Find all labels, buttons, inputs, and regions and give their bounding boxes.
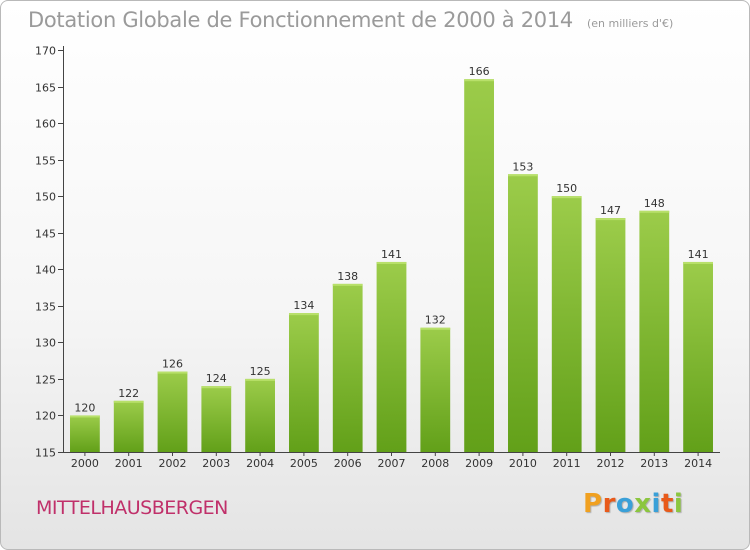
bar-2004 xyxy=(245,378,275,452)
x-tick-label-2002: 2002 xyxy=(159,457,187,470)
bar-top-highlight xyxy=(376,261,407,264)
x-tick-label-2000: 2000 xyxy=(71,457,99,470)
chart-title: Dotation Globale de Fonctionnement de 20… xyxy=(28,8,573,32)
bar-2007 xyxy=(376,261,407,452)
logo-letter: x xyxy=(634,489,652,519)
bar-2006 xyxy=(332,283,363,452)
bar-top-highlight xyxy=(508,174,538,177)
y-tick-label-150: 150 xyxy=(35,191,56,204)
proxiti-logo: Proxiti xyxy=(583,489,683,519)
bar-2010 xyxy=(508,174,538,452)
logo-letter: i xyxy=(651,489,661,519)
bar-2002 xyxy=(157,371,188,452)
bar-top-highlight xyxy=(113,400,144,403)
x-tick-label-2006: 2006 xyxy=(334,457,362,470)
bar-top-highlight xyxy=(464,79,494,82)
bar-2005 xyxy=(289,313,319,452)
y-tick-label-160: 160 xyxy=(35,118,56,131)
y-tick-label-170: 170 xyxy=(35,45,56,58)
chart-title-row: Dotation Globale de Fonctionnement de 20… xyxy=(28,8,673,32)
bar-top-highlight xyxy=(551,196,582,199)
data-label-2013: 148 xyxy=(644,197,665,210)
data-label-2008: 132 xyxy=(425,314,446,327)
bar-2014 xyxy=(683,261,713,452)
labels-layer: 120 2000 122 2001 126 2002 124 2003 125 2004 134 20… xyxy=(35,45,712,471)
bar-top-highlight xyxy=(332,283,363,286)
bar-2008 xyxy=(420,327,451,452)
data-label-2007: 141 xyxy=(381,248,402,261)
bar-2011 xyxy=(551,196,582,452)
bar-top-highlight xyxy=(157,371,188,374)
x-tick-label-2012: 2012 xyxy=(597,457,625,470)
data-label-2002: 126 xyxy=(162,358,183,371)
bar-2009 xyxy=(464,79,494,453)
y-tick-label-140: 140 xyxy=(35,264,56,277)
logo-letter: t xyxy=(660,489,674,519)
data-label-2004: 125 xyxy=(250,365,271,378)
bar-2001 xyxy=(113,400,144,452)
bar-top-highlight xyxy=(683,261,713,264)
x-tick-label-2001: 2001 xyxy=(115,457,143,470)
logo-letter: o xyxy=(615,489,635,519)
data-label-2003: 124 xyxy=(206,372,227,385)
y-tick-label-130: 130 xyxy=(35,337,56,350)
x-tick-label-2004: 2004 xyxy=(246,457,274,470)
bars-layer xyxy=(70,79,713,453)
bar-top-highlight xyxy=(420,327,451,330)
x-tick-label-2010: 2010 xyxy=(509,457,537,470)
bar-2012 xyxy=(595,218,626,452)
x-tick-label-2013: 2013 xyxy=(640,457,668,470)
y-tick-label-145: 145 xyxy=(35,228,56,241)
data-label-2009: 166 xyxy=(469,65,490,78)
y-tick-label-120: 120 xyxy=(35,410,56,423)
logo-letter: P xyxy=(583,489,603,519)
logo-letter: r xyxy=(602,489,616,519)
data-label-2012: 147 xyxy=(600,204,621,217)
data-label-2005: 134 xyxy=(293,299,314,312)
data-label-2001: 122 xyxy=(118,387,139,400)
x-tick-label-2005: 2005 xyxy=(290,457,318,470)
bar-2003 xyxy=(201,386,232,452)
bar-top-highlight xyxy=(595,218,626,221)
y-tick-label-165: 165 xyxy=(35,82,56,95)
x-tick-label-2008: 2008 xyxy=(421,457,449,470)
y-tick-label-115: 115 xyxy=(35,447,56,460)
bar-2000 xyxy=(70,415,100,452)
x-tick-label-2007: 2007 xyxy=(378,457,406,470)
data-label-2014: 141 xyxy=(688,248,709,261)
bar-2013 xyxy=(639,210,670,452)
bar-top-highlight xyxy=(201,386,232,389)
bar-top-highlight xyxy=(245,378,275,381)
commune-name: MITTELHAUSBERGEN xyxy=(36,497,228,519)
chart-unit-label: (en milliers d'€) xyxy=(586,17,674,30)
y-tick-label-135: 135 xyxy=(35,301,56,314)
bar-top-highlight xyxy=(70,415,100,418)
data-label-2000: 120 xyxy=(74,401,95,414)
x-tick-label-2014: 2014 xyxy=(684,457,712,470)
x-tick-label-2009: 2009 xyxy=(465,457,493,470)
axes-layer xyxy=(58,46,720,456)
y-tick-label-155: 155 xyxy=(35,155,56,168)
logo-letter: i xyxy=(673,489,684,519)
x-tick-label-2003: 2003 xyxy=(202,457,230,470)
data-label-2010: 153 xyxy=(512,160,533,173)
bar-top-highlight xyxy=(289,313,319,316)
data-label-2011: 150 xyxy=(556,182,577,195)
y-tick-label-125: 125 xyxy=(35,374,56,387)
bar-top-highlight xyxy=(639,210,670,213)
x-tick-label-2011: 2011 xyxy=(553,457,581,470)
data-label-2006: 138 xyxy=(337,270,358,283)
